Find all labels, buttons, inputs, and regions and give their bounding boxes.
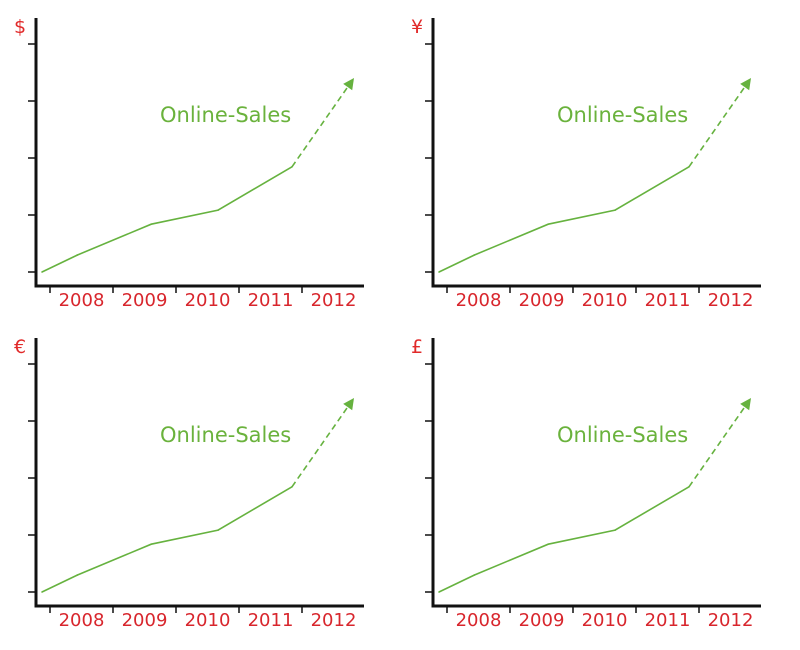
series-label: Online-Sales <box>160 423 291 447</box>
x-tick-label: 2009 <box>122 610 168 631</box>
series-label: Online-Sales <box>557 423 688 447</box>
data-point <box>614 209 616 211</box>
x-tick-label: 2010 <box>185 610 231 631</box>
line-chart: $2008 2009 2010 2011 2012 Online-Sales <box>14 16 364 311</box>
data-point <box>438 271 440 273</box>
series-label: Online-Sales <box>557 103 688 127</box>
data-point <box>473 574 475 576</box>
series-line-actual <box>438 486 690 593</box>
line-chart: ¥2008 2009 2010 2011 2012 Online-Sales <box>411 16 761 311</box>
x-tick-label: 2008 <box>59 290 105 311</box>
data-point <box>76 574 78 576</box>
x-tick-label: 2008 <box>456 290 502 311</box>
x-tick-label: 2008 <box>59 610 105 631</box>
y-axis-unit-symbol: ¥ <box>411 16 423 38</box>
y-axis-unit-symbol: € <box>14 336 26 358</box>
data-point <box>76 254 78 256</box>
x-tick-label: 2010 <box>582 610 628 631</box>
data-point <box>150 543 152 545</box>
x-tick-label: 2009 <box>519 290 565 311</box>
chart-panel: £2008 2009 2010 2011 2012 Online-Sales <box>397 320 797 645</box>
chart-panel: $2008 2009 2010 2011 2012 Online-Sales <box>0 0 400 325</box>
x-tick-label: 2009 <box>122 290 168 311</box>
series-line-actual <box>41 486 293 593</box>
data-point <box>217 209 219 211</box>
x-tick-label: 2010 <box>185 290 231 311</box>
data-point <box>547 543 549 545</box>
line-chart: £2008 2009 2010 2011 2012 Online-Sales <box>411 336 761 631</box>
x-tick-label: 2010 <box>582 290 628 311</box>
x-tick-label: 2012 <box>311 610 357 631</box>
chart-panel: €2008 2009 2010 2011 2012 Online-Sales <box>0 320 400 645</box>
projection-arrowhead <box>343 78 354 91</box>
x-tick-label: 2009 <box>519 610 565 631</box>
data-point <box>150 223 152 225</box>
series-line-projected <box>291 403 351 488</box>
x-tick-label: 2012 <box>311 290 357 311</box>
series-label: Online-Sales <box>160 103 291 127</box>
x-tick-label: 2011 <box>645 290 691 311</box>
data-point <box>41 591 43 593</box>
projection-arrowhead <box>740 398 751 411</box>
y-axis-unit-symbol: $ <box>14 16 26 38</box>
series-line-actual <box>438 166 690 273</box>
projection-arrowhead <box>343 398 354 411</box>
data-point <box>41 271 43 273</box>
x-tick-label: 2008 <box>456 610 502 631</box>
data-point <box>473 254 475 256</box>
series-line-actual <box>41 166 293 273</box>
x-tick-label: 2011 <box>248 290 294 311</box>
data-point <box>614 529 616 531</box>
x-tick-label: 2012 <box>708 290 754 311</box>
data-point <box>217 529 219 531</box>
projection-arrowhead <box>740 78 751 91</box>
series-line-projected <box>688 83 748 168</box>
data-point <box>438 591 440 593</box>
line-chart: €2008 2009 2010 2011 2012 Online-Sales <box>14 336 364 631</box>
chart-panel: ¥2008 2009 2010 2011 2012 Online-Sales <box>397 0 797 325</box>
x-tick-label: 2011 <box>248 610 294 631</box>
x-tick-label: 2012 <box>708 610 754 631</box>
x-tick-label: 2011 <box>645 610 691 631</box>
data-point <box>547 223 549 225</box>
series-line-projected <box>291 83 351 168</box>
y-axis-unit-symbol: £ <box>411 336 423 358</box>
series-line-projected <box>688 403 748 488</box>
